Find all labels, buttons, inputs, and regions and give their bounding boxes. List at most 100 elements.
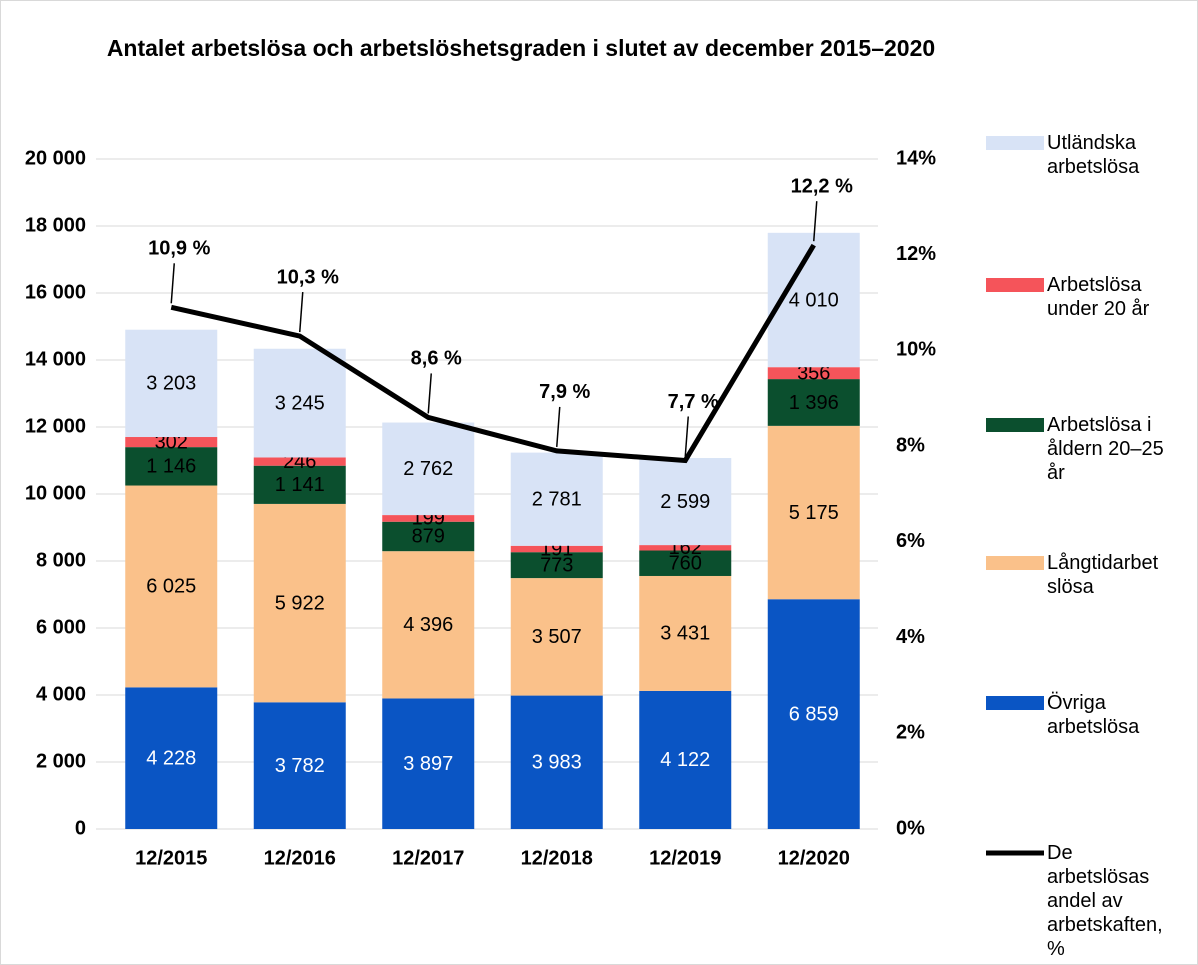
data-label: 3 245 bbox=[275, 392, 325, 414]
x-tick-label: 12/2016 bbox=[264, 847, 336, 869]
bar-segment bbox=[125, 687, 218, 829]
y-tick-label: 4 000 bbox=[36, 683, 86, 705]
data-label: 6 859 bbox=[789, 703, 839, 725]
leader-line bbox=[299, 292, 304, 333]
y2-tick-label: 12% bbox=[896, 243, 936, 265]
bar-segment bbox=[639, 690, 732, 829]
legend-swatch bbox=[986, 418, 1044, 432]
data-label: 2 781 bbox=[532, 488, 582, 510]
bar-segment bbox=[253, 465, 346, 504]
x-tick-label: 12/2018 bbox=[521, 847, 593, 869]
bar-segment bbox=[767, 599, 860, 829]
line-label: 7,9 % bbox=[539, 381, 590, 403]
line-label: 10,3 % bbox=[277, 266, 339, 288]
bar-segment bbox=[510, 545, 603, 553]
data-label: 2 599 bbox=[660, 491, 710, 513]
legend-swatch bbox=[986, 696, 1044, 710]
data-label: 773 bbox=[540, 554, 573, 576]
bar-segment bbox=[382, 698, 475, 829]
leader-line bbox=[556, 406, 561, 447]
line-label: 8,6 % bbox=[411, 348, 462, 370]
leader-line bbox=[684, 416, 689, 457]
legend-label: Arbetslösa under 20 år bbox=[1047, 274, 1150, 320]
y2-tick-label: 8% bbox=[896, 434, 925, 456]
bar-segment bbox=[767, 379, 860, 426]
bar-segment bbox=[639, 545, 732, 551]
data-label: 4 228 bbox=[146, 747, 196, 769]
x-tick-label: 12/2017 bbox=[392, 847, 464, 869]
bar-segment bbox=[767, 367, 860, 380]
data-label: 356 bbox=[797, 362, 830, 384]
y-tick-label: 12 000 bbox=[25, 415, 86, 437]
bar-segment bbox=[510, 552, 603, 579]
y-tick-label: 20 000 bbox=[25, 147, 86, 169]
x-tick-label: 12/2020 bbox=[778, 847, 850, 869]
legend-swatch bbox=[986, 278, 1044, 292]
legend-swatch bbox=[986, 136, 1044, 150]
data-label: 5 922 bbox=[275, 592, 325, 614]
bar-segment bbox=[253, 457, 346, 466]
y-tick-label: 14 000 bbox=[25, 348, 86, 370]
legend-label: Arbetslösa i åldern 20–25 år bbox=[1047, 414, 1164, 484]
data-label: 3 507 bbox=[532, 626, 582, 648]
bar-segment bbox=[639, 575, 732, 691]
bar-segment bbox=[125, 329, 218, 438]
y-tick-label: 0 bbox=[75, 817, 86, 839]
bar-segment bbox=[639, 458, 732, 546]
data-label: 5 175 bbox=[789, 502, 839, 524]
y2-tick-label: 6% bbox=[896, 530, 925, 552]
bar-segment bbox=[382, 422, 475, 516]
data-label: 4 122 bbox=[660, 749, 710, 771]
bar-segment bbox=[510, 452, 603, 546]
data-label: 1 141 bbox=[275, 474, 325, 496]
y-tick-label: 18 000 bbox=[25, 214, 86, 236]
data-label: 6 025 bbox=[146, 576, 196, 598]
leader-line bbox=[813, 201, 818, 242]
bar-segment bbox=[125, 437, 218, 448]
y2-tick-label: 2% bbox=[896, 722, 925, 744]
bar-segment bbox=[253, 348, 346, 458]
line bbox=[170, 243, 816, 464]
bar-segment bbox=[253, 503, 346, 703]
y2-tick-label: 10% bbox=[896, 339, 936, 361]
y-tick-label: 6 000 bbox=[36, 616, 86, 638]
leader-line bbox=[427, 373, 432, 414]
data-label: 3 431 bbox=[660, 623, 710, 645]
data-label: 3 203 bbox=[146, 373, 196, 395]
y-tick-label: 8 000 bbox=[36, 549, 86, 571]
data-label: 760 bbox=[669, 553, 702, 575]
chart-title: Antalet arbetslösa och arbetslöshetsgrad… bbox=[106, 35, 936, 61]
legend-label: Utländska arbetslösa bbox=[1047, 132, 1140, 178]
legend-label: De arbetslösas andel av arbetskaften, % bbox=[1047, 842, 1163, 960]
line-label: 7,7 % bbox=[668, 391, 719, 413]
bar-segment bbox=[767, 425, 860, 600]
bar-segment bbox=[382, 551, 475, 699]
bar-segment bbox=[382, 521, 475, 552]
data-label: 2 762 bbox=[403, 458, 453, 480]
bar-segment bbox=[382, 515, 475, 522]
data-label: 1 396 bbox=[789, 392, 839, 414]
bar-segment bbox=[639, 550, 732, 576]
y-tick-label: 16 000 bbox=[25, 281, 86, 303]
line-label: 10,9 % bbox=[148, 238, 210, 260]
bar-segment bbox=[125, 447, 218, 486]
data-label: 1 146 bbox=[146, 456, 196, 478]
y2-tick-label: 14% bbox=[896, 147, 936, 169]
y-tick-label: 2 000 bbox=[36, 750, 86, 772]
data-label: 3 782 bbox=[275, 755, 325, 777]
data-label: 3 983 bbox=[532, 752, 582, 774]
bar-segment bbox=[125, 485, 218, 688]
leader-line bbox=[170, 263, 175, 304]
legend-label: Övriga arbetslösa bbox=[1047, 692, 1140, 738]
bar-segment bbox=[510, 695, 603, 829]
data-label: 4 010 bbox=[789, 289, 839, 311]
data-label: 4 396 bbox=[403, 614, 453, 636]
bar-segment bbox=[253, 702, 346, 829]
legend-label: Långtidarbetslösa bbox=[1047, 552, 1159, 598]
line-label: 12,2 % bbox=[791, 175, 853, 197]
y2-tick-label: 0% bbox=[896, 817, 925, 839]
data-label: 3 897 bbox=[403, 753, 453, 775]
x-tick-label: 12/2015 bbox=[135, 847, 207, 869]
y2-tick-label: 4% bbox=[896, 626, 925, 648]
